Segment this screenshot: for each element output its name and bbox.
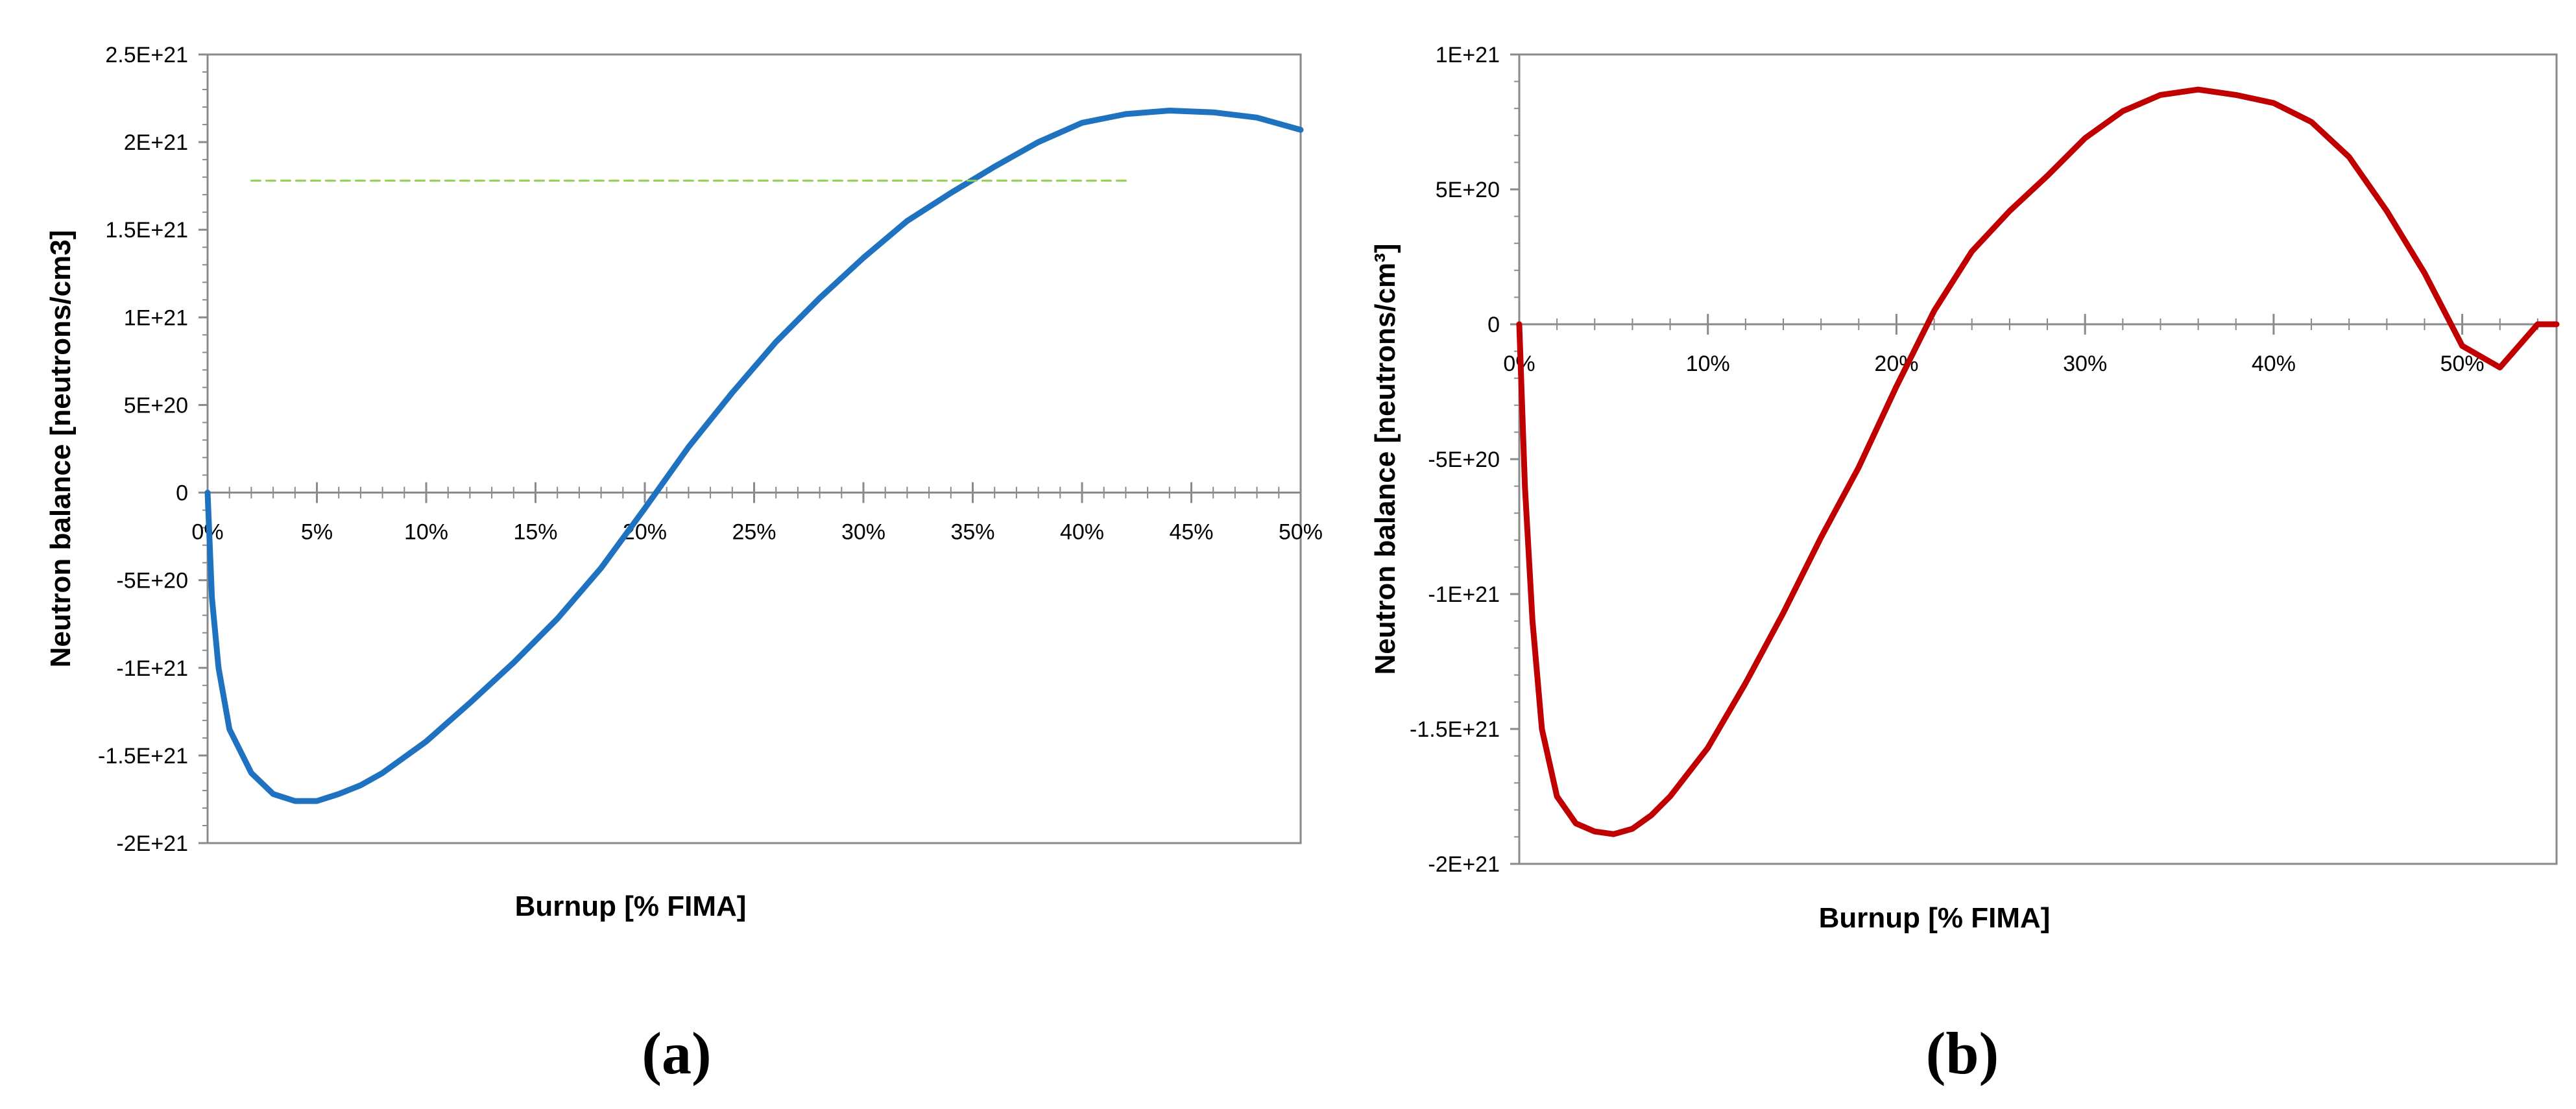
x-axis-title-b: Burnup [% FIMA] (1819, 902, 2051, 934)
data-series-line-b (1516, 86, 2560, 837)
x-tick-label-a: 35% (950, 520, 994, 545)
chart-panel-a: 2.5E+21 2E+21 1.5E+21 1E+21 5E+20 0 -5E+20 -1E+… (45, 43, 1323, 1086)
x-tick-label-a: 30% (841, 520, 885, 545)
x-tick-label-b: 40% (2252, 352, 2296, 376)
x-tick-label-a: 5% (301, 520, 333, 545)
y-tick-label-a: 2.5E+21 (105, 43, 188, 67)
panel-label-b: (b) (1926, 1020, 1999, 1086)
y-tick-label-a: 0 (176, 481, 188, 506)
x-tick-label-a: 10% (404, 520, 448, 545)
plot-area-frame-a (206, 53, 1302, 844)
y-tick-label-b: 0 (1487, 313, 1500, 337)
y-axis-title-a: Neutron balance [neutrons/cm3] (45, 230, 77, 668)
data-series-line-a (204, 108, 1304, 804)
y-tick-label-a: -5E+20 (116, 569, 188, 593)
panel-label-a: (a) (642, 1020, 711, 1086)
y-tick-label-a: -1E+21 (116, 656, 188, 681)
y-tick-label-b: 5E+20 (1436, 178, 1500, 202)
y-tick-label-b: -1.5E+21 (1410, 717, 1500, 742)
x-tick-label-a: 25% (732, 520, 776, 545)
y-tick-label-a: 2E+21 (124, 130, 188, 155)
x-tick-label-a: 45% (1169, 520, 1213, 545)
y-tick-label-a: 1.5E+21 (105, 218, 188, 243)
x-tick-label-a: 50% (1279, 520, 1323, 545)
y-axis-title-b: Neutron balance [neutrons/cm³] (1369, 244, 1401, 675)
series-group-b (1516, 86, 2560, 837)
x-tick-label-a: 40% (1060, 520, 1104, 545)
x-axis-title-a: Burnup [% FIMA] (515, 890, 747, 922)
x-axis-b: 0% 10% 20% 30% 40% 50% (1503, 314, 2557, 376)
y-tick-label-b: -5E+20 (1428, 447, 1500, 472)
y-tick-label-b: 1E+21 (1436, 43, 1500, 67)
y-tick-label-a: 5E+20 (124, 393, 188, 418)
y-tick-label-a: 1E+21 (124, 305, 188, 330)
y-axis-b: 1E+21 5E+20 0 -5E+20 -1E+21 -1.5E+21 -2E+21 (1410, 43, 1519, 877)
x-tick-label-b: 10% (1686, 352, 1730, 376)
x-axis-a: 0% 5% 10% 15% 20% 25% 30% 35% 40% 45% 50% (191, 482, 1323, 545)
y-tick-label-a: -2E+21 (116, 831, 188, 856)
y-tick-label-a: -1.5E+21 (98, 744, 188, 769)
x-tick-label-a: 15% (513, 520, 557, 545)
y-tick-label-b: -2E+21 (1428, 852, 1500, 877)
series-group-a (204, 108, 1304, 804)
y-axis-a: 2.5E+21 2E+21 1.5E+21 1E+21 5E+20 0 -5E+20 -1E+… (98, 43, 208, 856)
y-tick-label-b: -1E+21 (1428, 582, 1500, 607)
x-tick-label-b: 30% (2063, 352, 2107, 376)
